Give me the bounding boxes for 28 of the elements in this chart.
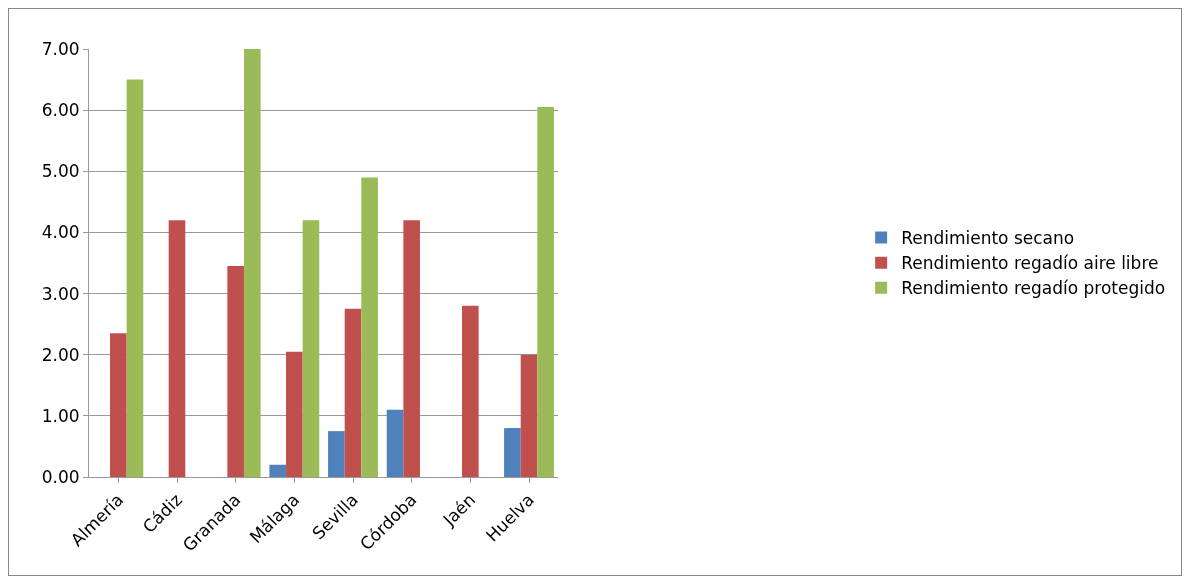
bar xyxy=(462,305,479,477)
bar xyxy=(403,220,420,477)
bar xyxy=(328,431,345,477)
y-tick-label: 3.00 xyxy=(41,283,80,304)
y-tick-label: 2.00 xyxy=(41,344,80,365)
bar xyxy=(361,177,378,477)
legend-label: Rendimiento secano xyxy=(901,228,1075,249)
bar xyxy=(227,266,244,477)
bar xyxy=(537,107,554,477)
y-tick-label: 4.00 xyxy=(41,222,80,243)
bar xyxy=(168,220,186,477)
bar xyxy=(302,220,320,477)
bar xyxy=(344,308,362,477)
legend-label: Rendimiento regadío aire libre xyxy=(901,253,1159,274)
y-tick-label: 0.00 xyxy=(41,466,80,487)
bar xyxy=(386,409,404,477)
y-tick-label: 6.00 xyxy=(41,100,80,121)
bar xyxy=(520,354,538,477)
bar xyxy=(110,333,127,477)
legend-label: Rendimiento regadío protegido xyxy=(901,278,1166,299)
y-tick-label: 1.00 xyxy=(41,405,80,426)
bar xyxy=(126,79,144,477)
bar xyxy=(269,464,287,477)
y-tick-label: 7.00 xyxy=(41,38,80,59)
bar xyxy=(286,351,303,477)
bar xyxy=(243,49,261,477)
y-tick-label: 5.00 xyxy=(41,161,80,182)
bar xyxy=(504,428,521,477)
